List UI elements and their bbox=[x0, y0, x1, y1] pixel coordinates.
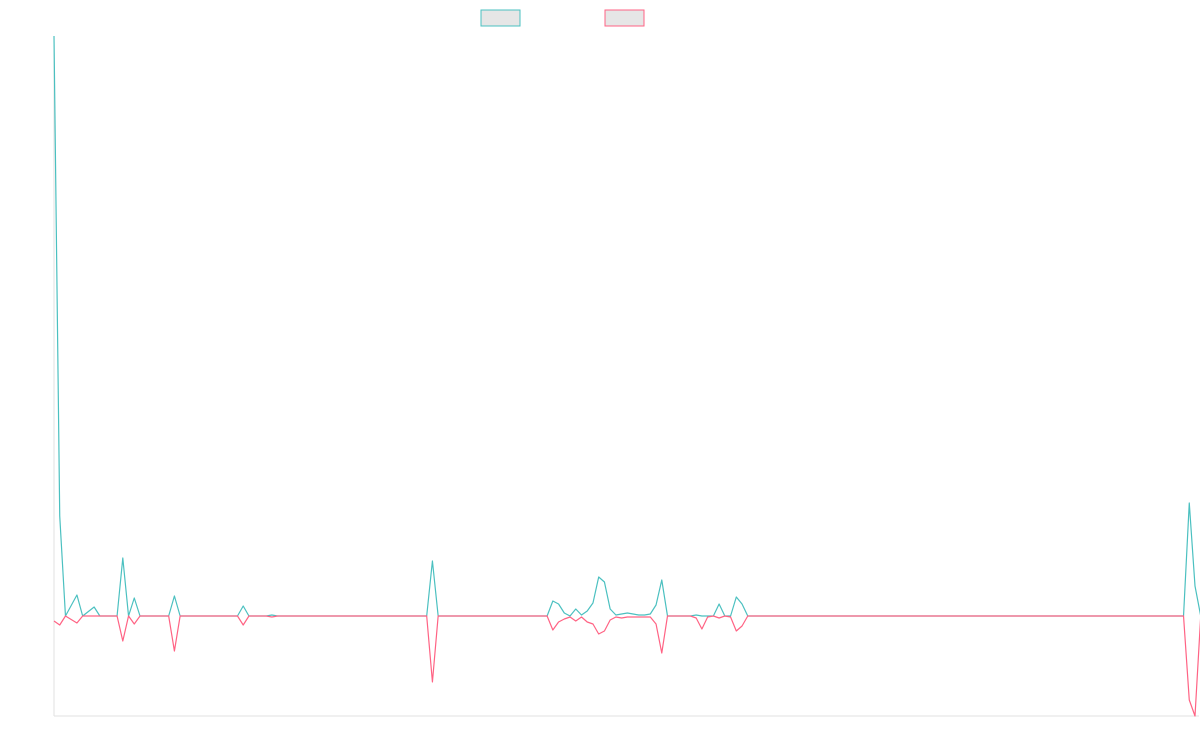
series-line-1 bbox=[53, 35, 1200, 617]
series-line-2 bbox=[53, 615, 1200, 717]
legend-swatch-1 bbox=[480, 9, 521, 27]
legend-swatch-2 bbox=[604, 9, 645, 27]
